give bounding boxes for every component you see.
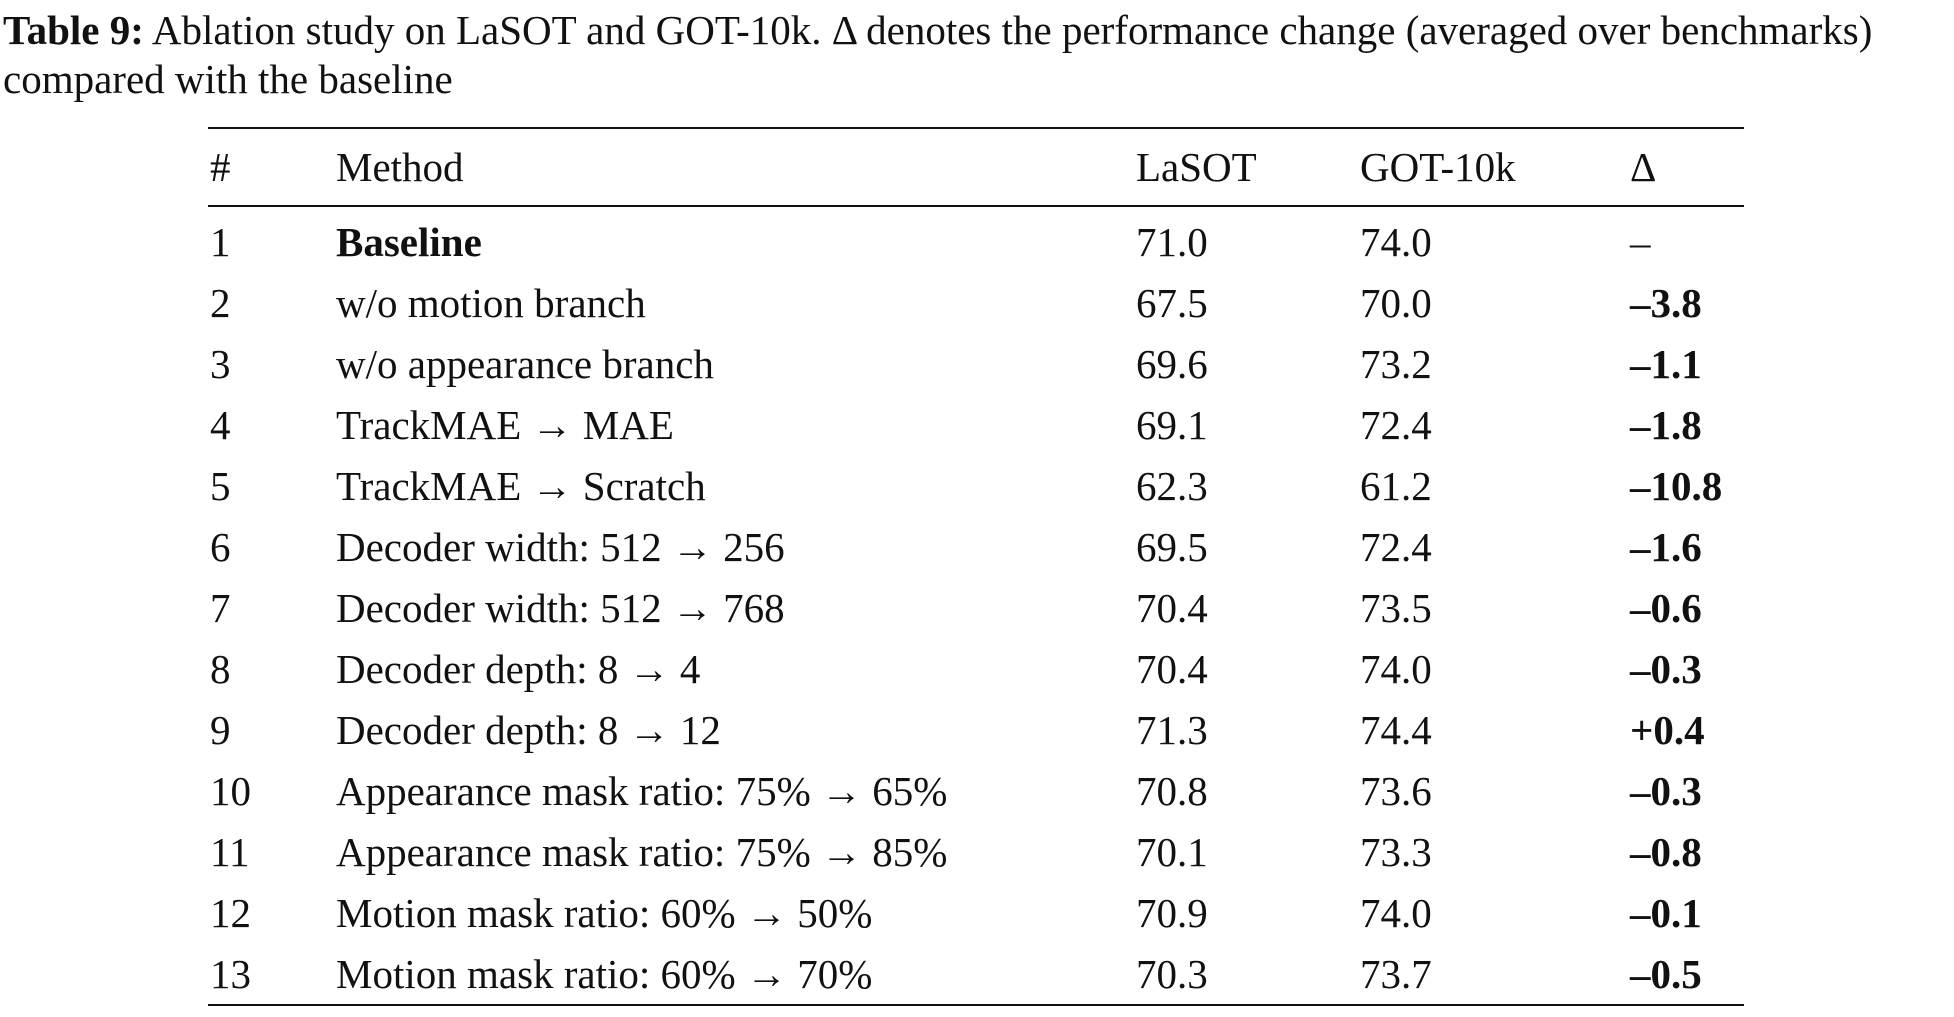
table-row: 1 Baseline 71.0 74.0 – [208,206,1744,272]
row-delta: –0.8 [1630,828,1702,875]
table-row: 3 w/o appearance branch 69.6 73.2 –1.1 [208,333,1744,394]
table-header: # Method LaSOT GOT-10k Δ [208,128,1744,206]
row-got10k: 61.2 [1360,462,1432,509]
row-got10k: 73.5 [1360,584,1432,631]
row-got10k: 74.0 [1360,645,1432,692]
row-got10k: 73.7 [1360,950,1432,997]
row-method: TrackMAE → Scratch [336,462,706,509]
row-got10k: 74.0 [1360,889,1432,936]
row-method: Decoder depth: 8 → 12 [336,706,721,753]
table-row: 13 Motion mask ratio: 60% → 70% 70.3 73.7 –0… [208,943,1744,1005]
header-num: # [210,144,231,190]
row-method: Decoder depth: 8 → 4 [336,645,701,692]
row-num: 5 [210,462,231,509]
row-num: 9 [210,706,231,753]
row-lasot: 70.9 [1136,889,1208,936]
table-row: 2 w/o motion branch 67.5 70.0 –3.8 [208,272,1744,333]
row-delta: –10.8 [1630,462,1723,509]
row-delta: –3.8 [1630,279,1702,326]
row-num: 3 [210,340,231,387]
row-lasot: 70.4 [1136,584,1208,631]
row-lasot: 69.1 [1136,401,1208,448]
row-lasot: 71.0 [1136,218,1208,265]
table-row: 12 Motion mask ratio: 60% → 50% 70.9 74.0 –0… [208,882,1744,943]
table-row: 5 TrackMAE → Scratch 62.3 61.2 –10.8 [208,455,1744,516]
row-num: 4 [210,401,231,448]
table-row: 8 Decoder depth: 8 → 4 70.4 74.0 –0.3 [208,638,1744,699]
row-lasot: 70.1 [1136,828,1208,875]
row-num: 12 [210,889,251,936]
row-got10k: 70.0 [1360,279,1432,326]
row-lasot: 70.4 [1136,645,1208,692]
row-delta: –0.3 [1630,645,1702,692]
row-got10k: 73.3 [1360,828,1432,875]
table-row: 7 Decoder width: 512 → 768 70.4 73.5 –0.6 [208,577,1744,638]
ablation-table: # Method LaSOT GOT-10k Δ 1 Baseline 71.0 74… [208,127,1744,1006]
row-lasot: 67.5 [1136,279,1208,326]
header-lasot: LaSOT [1136,144,1257,190]
header-row: # Method LaSOT GOT-10k Δ [208,128,1744,206]
row-method: Appearance mask ratio: 75% → 85% [336,828,948,875]
row-method: Decoder width: 512 → 256 [336,523,785,570]
row-delta: –0.1 [1630,889,1702,936]
header-got10k: GOT-10k [1360,144,1516,190]
row-lasot: 62.3 [1136,462,1208,509]
table-row: 10 Appearance mask ratio: 75% → 65% 70.8 73… [208,760,1744,821]
row-lasot: 71.3 [1136,706,1208,753]
row-lasot: 69.6 [1136,340,1208,387]
row-delta: –0.6 [1630,584,1702,631]
row-delta: –1.8 [1630,401,1702,448]
row-delta: – [1630,218,1651,265]
row-lasot: 70.3 [1136,950,1208,997]
row-got10k: 74.0 [1360,218,1432,265]
row-method: Decoder width: 512 → 768 [336,584,785,631]
row-got10k: 73.6 [1360,767,1432,814]
row-delta: –1.1 [1630,340,1702,387]
row-delta: –0.5 [1630,950,1702,997]
row-got10k: 72.4 [1360,401,1432,448]
row-method: Appearance mask ratio: 75% → 65% [336,767,948,814]
table-row: 6 Decoder width: 512 → 256 69.5 72.4 –1.6 [208,516,1744,577]
row-method: Motion mask ratio: 60% → 70% [336,950,873,997]
table-caption: Table 9: Ablation study on LaSOT and GOT… [3,6,1951,104]
header-method: Method [336,144,464,190]
table-row: 4 TrackMAE → MAE 69.1 72.4 –1.8 [208,394,1744,455]
row-num: 2 [210,279,231,326]
table-row: 9 Decoder depth: 8 → 12 71.3 74.4 +0.4 [208,699,1744,760]
row-num: 6 [210,523,231,570]
header-delta: Δ [1630,144,1657,190]
row-delta: –1.6 [1630,523,1702,570]
row-got10k: 73.2 [1360,340,1432,387]
row-lasot: 70.8 [1136,767,1208,814]
table-body: 1 Baseline 71.0 74.0 – 2 w/o motion branch 67.5… [208,206,1744,1005]
row-method: w/o appearance branch [336,340,714,387]
row-num: 7 [210,584,231,631]
row-num: 10 [210,767,251,814]
table-row: 11 Appearance mask ratio: 75% → 85% 70.1 73… [208,821,1744,882]
row-num: 8 [210,645,231,692]
row-delta: –0.3 [1630,767,1702,814]
row-num: 11 [210,828,250,875]
row-num: 13 [210,950,251,997]
row-got10k: 72.4 [1360,523,1432,570]
row-got10k: 74.4 [1360,706,1432,753]
row-method: Motion mask ratio: 60% → 50% [336,889,873,936]
caption-text: Ablation study on LaSOT and GOT-10k. Δ d… [3,7,1873,102]
row-delta: +0.4 [1630,706,1705,753]
row-num: 1 [210,218,231,265]
row-method: Baseline [336,218,482,265]
row-lasot: 69.5 [1136,523,1208,570]
caption-label: Table 9: [3,7,144,53]
row-method: w/o motion branch [336,279,646,326]
row-method: TrackMAE → MAE [336,401,674,448]
